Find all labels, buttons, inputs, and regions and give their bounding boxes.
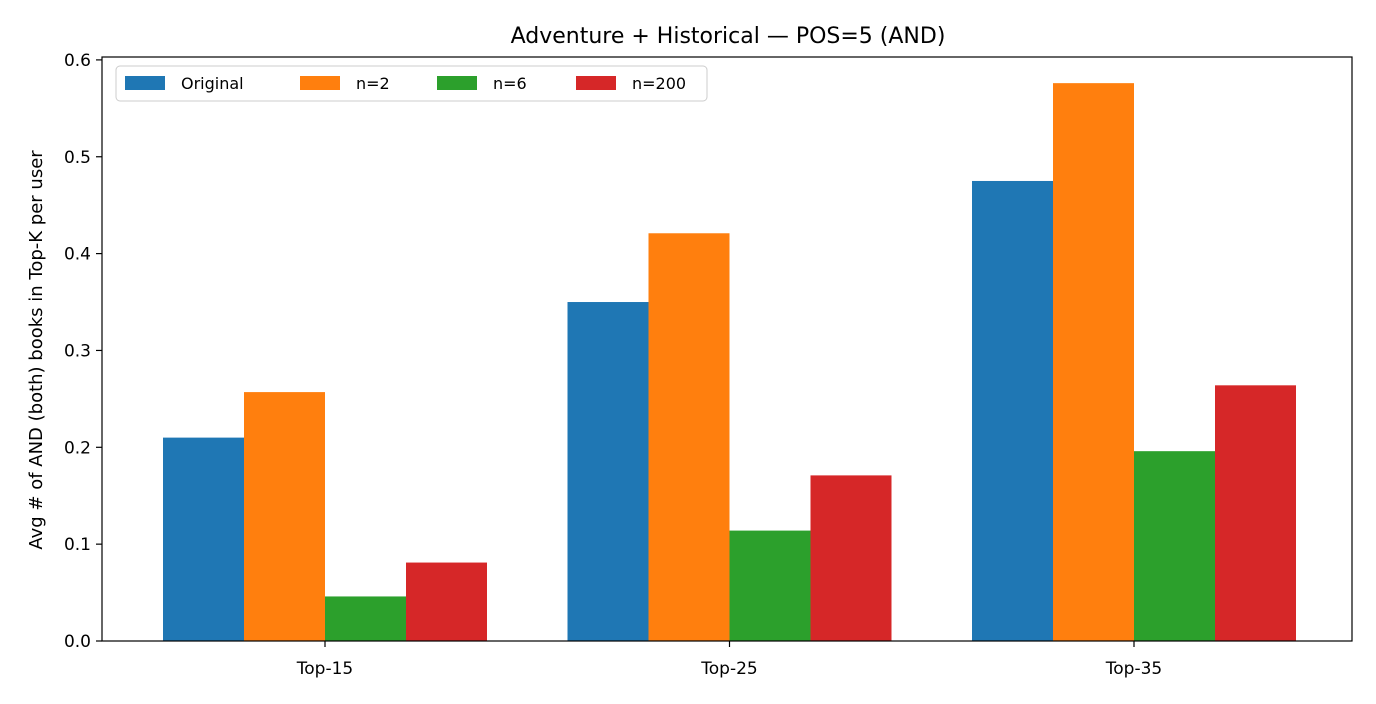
bars-group: [163, 83, 1296, 642]
y-axis: 0.0 0.1 0.2 0.3 0.4 0.5 0.6: [64, 51, 102, 652]
bar-n6-top-35: [1134, 451, 1215, 641]
y-tick-label: 0.0: [64, 632, 91, 652]
bar-n200-top-15: [406, 562, 487, 641]
bar-Original-top-25: [567, 302, 649, 641]
legend-label: Original: [181, 74, 244, 93]
x-axis: Top-15 Top-25 Top-35: [296, 641, 1162, 679]
bar-Original-top-35: [972, 180, 1053, 641]
x-tick-label: Top-25: [700, 659, 757, 679]
x-tick-label: Top-15: [296, 659, 353, 679]
bar-n6-top-15: [325, 596, 406, 641]
bar-n2-top-35: [1053, 83, 1134, 642]
legend-swatch: [576, 76, 616, 90]
legend-label: n=200: [632, 74, 686, 93]
plot-frame: [101, 56, 1353, 642]
y-tick-label: 0.6: [64, 51, 91, 71]
legend-swatch: [125, 76, 165, 90]
x-tick-label: Top-35: [1105, 659, 1162, 679]
y-axis-label: Avg # of AND (both) books in Top-K per u…: [26, 150, 47, 550]
legend-label: n=6: [493, 74, 527, 93]
bar-n6-top-25: [729, 530, 811, 641]
y-tick-label: 0.1: [64, 535, 91, 555]
y-tick-label: 0.2: [64, 438, 91, 458]
bar-Original-top-15: [163, 437, 244, 641]
bar-n200-top-35: [1215, 385, 1296, 641]
chart-title: Adventure + Historical — POS=5 (AND): [511, 24, 946, 49]
y-tick-label: 0.4: [64, 245, 91, 265]
y-tick-label: 0.5: [64, 148, 91, 168]
legend: Original n=2 n=6 n=200: [115, 65, 708, 102]
legend-swatch: [437, 76, 477, 90]
legend-label: n=2: [356, 74, 390, 93]
legend-box: [115, 65, 708, 102]
y-tick-label: 0.3: [64, 341, 91, 361]
bar-n2-top-15: [244, 392, 325, 641]
bar-n200-top-25: [810, 475, 892, 641]
legend-swatch: [300, 76, 340, 90]
bar-n2-top-25: [648, 233, 730, 642]
